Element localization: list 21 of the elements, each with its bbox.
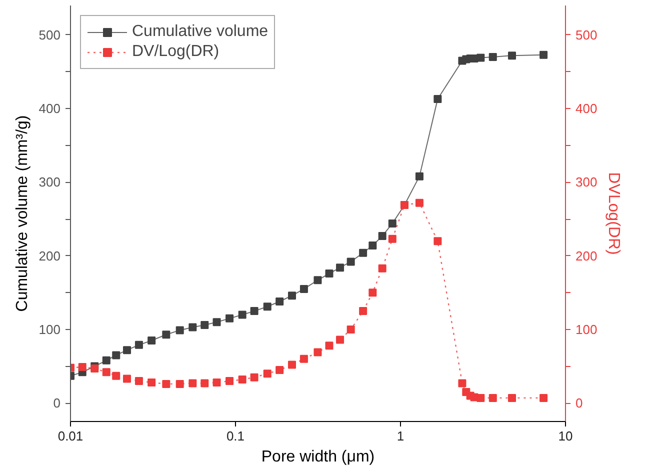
y2-tick-label: 0 — [576, 396, 583, 411]
y-tick-label: 300 — [38, 174, 61, 190]
y-axis-title: Cumulative volume (mm³/g) — [14, 115, 31, 312]
y-tick-label: 0 — [53, 396, 61, 411]
y2-tick-label: 400 — [576, 101, 598, 116]
legend-label: Cumulative volume — [132, 23, 268, 41]
y-tick-label: 400 — [38, 101, 61, 116]
y2-tick-label: 500 — [576, 27, 598, 42]
y-tick-label: 100 — [38, 322, 61, 337]
x-tick-label: 0.01 — [58, 428, 84, 444]
x-axis-title: Pore width (μm) — [261, 448, 375, 466]
y2-tick-label: 100 — [576, 322, 598, 337]
x-tick-label: 0.1 — [226, 428, 245, 444]
y-tick-label: 200 — [38, 248, 61, 264]
y2-tick-label: 200 — [576, 248, 598, 264]
x-tick-label: 1 — [396, 428, 404, 444]
y2-axis-title: DVLog(DR) — [605, 172, 622, 255]
y2-tick-label: 300 — [576, 174, 598, 190]
x-tick-label: 10 — [558, 428, 573, 444]
legend-label: DV/Log(DR) — [132, 43, 220, 61]
y-tick-label: 500 — [38, 27, 61, 42]
